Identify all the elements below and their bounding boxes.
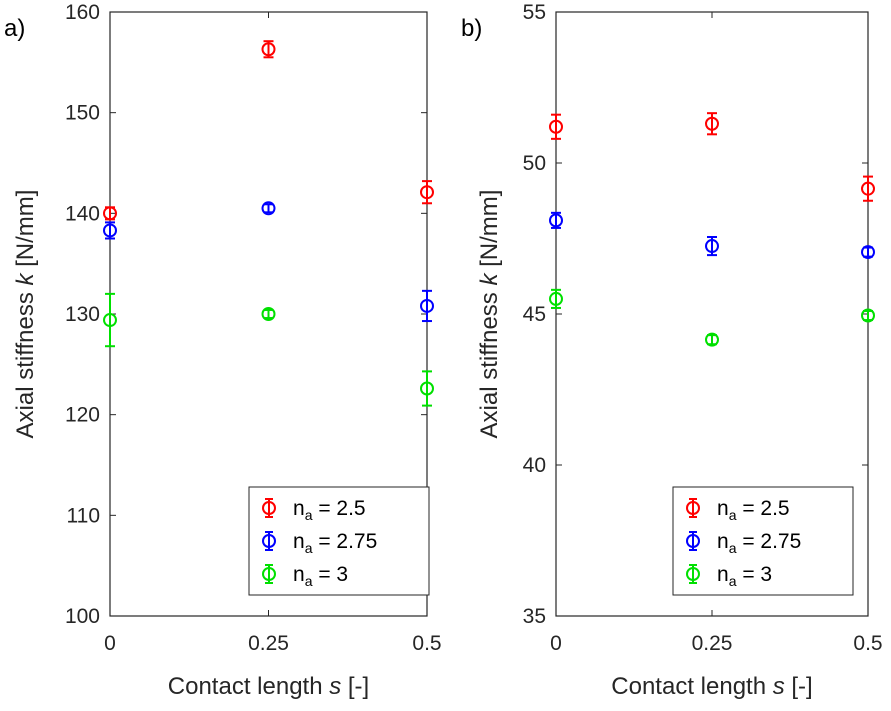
data-point [420, 185, 434, 200]
x-tick-label: 0 [550, 632, 562, 655]
panel-label: b) [461, 15, 482, 42]
y-tick-label: 160 [65, 1, 100, 24]
legend-entry: na = 2.75 [262, 530, 377, 556]
chart-panel-2: 35 40 45 50 55 0 0.25 0.5 Contact length s [-] Ax… [461, 1, 883, 700]
legend-entry: na = 2.5 [686, 497, 790, 523]
legend-label: na = 3 [293, 563, 348, 589]
x-axis-label: Contact length s [-] [168, 673, 369, 700]
legend-box [672, 486, 854, 596]
legend-entry: na = 3 [686, 563, 772, 589]
data-point [861, 308, 875, 323]
data-point [261, 201, 276, 216]
legend-marker [262, 501, 276, 515]
legend: na = 2.5 na = 2.75 na = 3 [672, 486, 854, 596]
legend-label: na = 2.5 [293, 497, 366, 523]
legend-marker [262, 567, 276, 581]
legend-entry: na = 3 [262, 563, 348, 589]
x-axis-label: Contact length s [-] [611, 673, 812, 700]
legend-label: na = 2.75 [717, 530, 801, 556]
y-tick-label: 45 [523, 303, 546, 326]
x-tick-label: 0.5 [412, 632, 441, 655]
data-point [705, 332, 719, 347]
data-point [420, 381, 434, 396]
legend-marker [686, 534, 700, 548]
series-3 [549, 288, 875, 347]
y-tick-label: 100 [65, 605, 100, 628]
series-2 [549, 211, 875, 260]
data-point [549, 119, 563, 134]
series-3 [103, 292, 434, 407]
x-tick-label: 0.25 [248, 632, 289, 655]
legend-entry: na = 2.5 [262, 497, 366, 523]
y-axis-label: Axial stiffness k [N/mm] [476, 190, 503, 439]
y-tick-label: 110 [67, 504, 100, 527]
data-point [261, 307, 276, 321]
data-point [420, 298, 434, 313]
data-point [861, 245, 875, 260]
chart-panel-1: 100 110 120 130 140 150 160 0 0.25 0.5 Contact len… [4, 1, 442, 700]
y-tick-label: 40 [523, 454, 546, 477]
data-point [705, 239, 719, 254]
legend: na = 2.5 na = 2.75 na = 3 [248, 486, 430, 596]
series-1 [103, 40, 434, 221]
y-axis-label: Axial stiffness k [N/mm] [12, 190, 39, 439]
y-tick-label: 50 [523, 152, 546, 175]
data-point [103, 206, 117, 221]
series-1 [549, 112, 875, 202]
legend-marker [686, 567, 700, 581]
x-tick-label: 0.25 [692, 632, 733, 655]
x-tick-label: 0.5 [853, 632, 882, 655]
y-tick-label: 150 [65, 102, 100, 125]
series-2 [103, 201, 434, 323]
legend-marker [686, 501, 700, 515]
y-tick-label: 55 [523, 1, 546, 24]
data-point [549, 213, 563, 228]
data-point [103, 223, 117, 238]
x-tick-label: 0 [104, 632, 116, 655]
data-point [705, 116, 719, 131]
y-tick-label: 130 [65, 303, 100, 326]
legend-box [248, 486, 430, 596]
legend-label: na = 3 [717, 563, 772, 589]
y-tick-label: 35 [523, 605, 546, 628]
y-tick-label: 120 [65, 404, 100, 427]
data-point [103, 313, 117, 328]
panel-label: a) [4, 15, 25, 42]
legend-marker [262, 534, 276, 548]
data-point [549, 291, 563, 306]
data-point [861, 181, 875, 196]
legend-entry: na = 2.75 [686, 530, 801, 556]
y-tick-label: 140 [65, 202, 100, 225]
data-point [261, 42, 276, 57]
legend-label: na = 2.5 [717, 497, 790, 523]
legend-label: na = 2.75 [293, 530, 377, 556]
